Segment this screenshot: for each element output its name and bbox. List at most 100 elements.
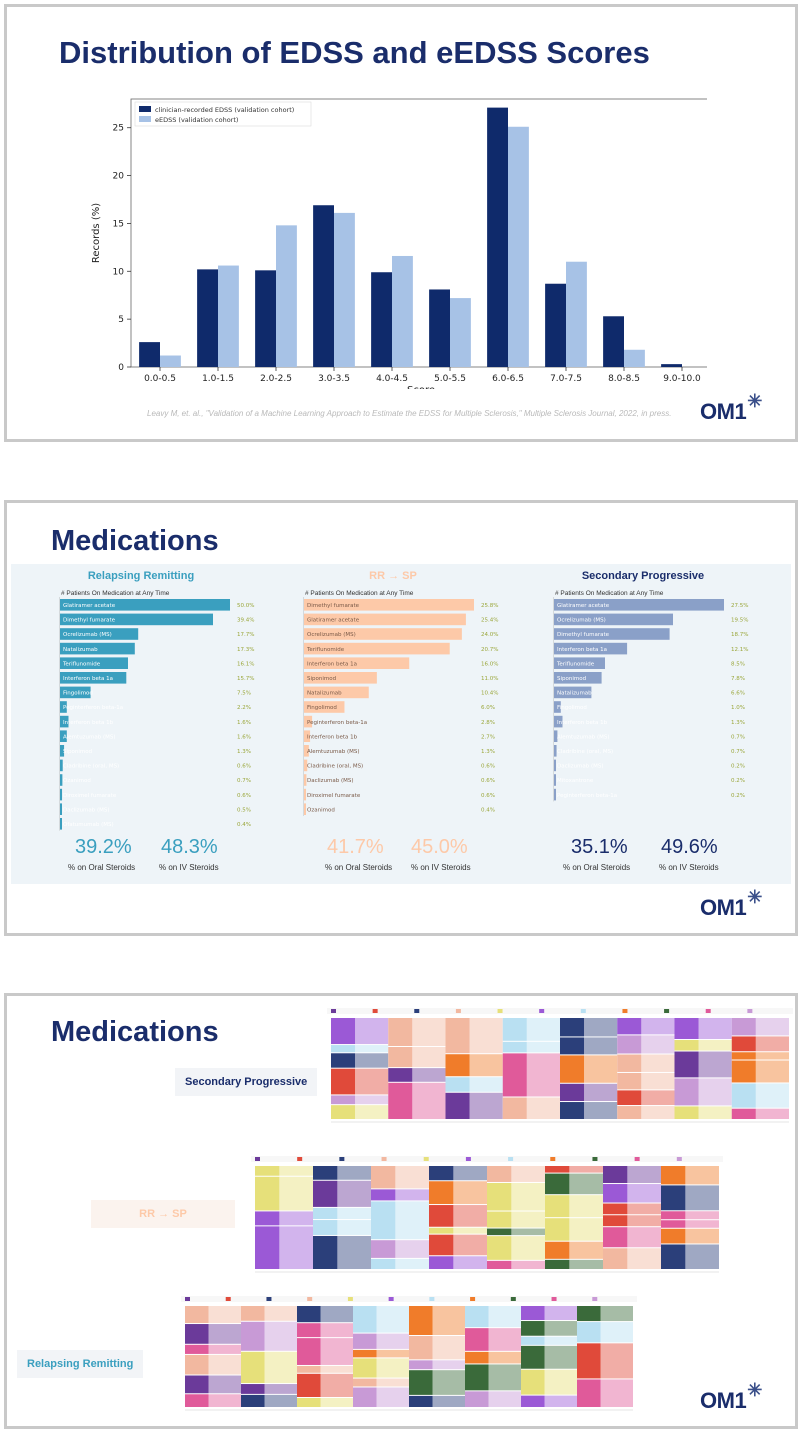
bar-edss	[139, 342, 160, 367]
bar-edss	[197, 269, 218, 367]
sankey-node	[560, 1055, 585, 1083]
sankey-flow	[685, 1228, 719, 1244]
hbar-value: 27.5%	[731, 603, 748, 609]
sankey-node	[674, 1078, 699, 1106]
hbar	[554, 701, 561, 713]
sankey-flow	[337, 1220, 371, 1235]
sankey-flow	[355, 1018, 389, 1045]
hbar-label: Interferon beta 1a	[557, 647, 607, 653]
sankey-flow	[755, 1036, 789, 1052]
sankey-node	[545, 1173, 570, 1195]
sankey-node	[353, 1378, 377, 1387]
sankey-node	[429, 1166, 454, 1181]
sankey-node	[617, 1090, 642, 1106]
sankey-node	[545, 1218, 570, 1241]
hbar	[60, 788, 63, 801]
sankey-flow	[355, 1045, 389, 1053]
hbar	[554, 628, 670, 640]
sankey-legend-swatch	[423, 1157, 429, 1161]
sankey-node	[545, 1259, 570, 1269]
sankey-node	[465, 1306, 489, 1328]
sankey-flow	[355, 1053, 389, 1068]
sankey-flow	[337, 1235, 371, 1269]
hbar-value: 20.7%	[481, 647, 498, 653]
x-tick-label: 8.0-8.5	[608, 374, 640, 384]
sankey-flow	[698, 1078, 732, 1106]
om1-logo: OM1✳	[700, 887, 762, 920]
sankey-flow	[337, 1207, 371, 1220]
sankey-node	[331, 1105, 356, 1119]
hbar-value: 7.5%	[237, 691, 251, 697]
hbar-label: Siponimod	[307, 676, 336, 682]
sankey-flow	[376, 1387, 409, 1407]
slide-title: Medications	[51, 525, 219, 557]
sankey-node	[409, 1395, 433, 1407]
sankey-flow	[488, 1306, 521, 1328]
sankey-flow	[337, 1166, 371, 1180]
hbar-label: Natalizumab	[557, 691, 592, 697]
sankey-flow	[584, 1102, 618, 1119]
sankey-legend-swatch	[592, 1157, 598, 1161]
sankey-flow	[627, 1215, 661, 1227]
sankey-node	[521, 1336, 545, 1345]
y-tick-label: 0	[118, 363, 124, 373]
hbar-label: Peginterferon beta-1a	[63, 705, 123, 711]
hbar-label: Alemtuzumab (MS)	[557, 734, 610, 740]
sankey-node	[661, 1166, 686, 1185]
panel-title-sp: Secondary Progressive	[581, 570, 705, 582]
hbar-value: 15.7%	[237, 676, 254, 682]
sankey-flow	[488, 1351, 521, 1364]
sankey-legend-swatch	[225, 1297, 231, 1301]
sankey-flow	[526, 1097, 560, 1119]
sankey-node	[502, 1097, 527, 1119]
sankey-node	[577, 1306, 601, 1322]
hbar	[60, 628, 139, 640]
hbar	[304, 745, 309, 757]
slide-title: Distribution of EDSS and eEDSS Scores	[59, 35, 650, 70]
sankey-flow	[698, 1018, 732, 1040]
hbar-value: 0.4%	[237, 822, 251, 828]
hbar	[304, 759, 308, 772]
hbar-label: Siponimod	[63, 749, 92, 755]
y-tick-label: 20	[113, 172, 125, 182]
sankey-flow	[453, 1205, 487, 1227]
hbar-value: 0.7%	[731, 734, 745, 740]
sankey-flow	[208, 1306, 241, 1324]
sankey-node	[465, 1391, 489, 1407]
sankey-node	[331, 1068, 356, 1095]
iv-pct-rr: 48.3%	[161, 836, 218, 858]
hbar-value: 16.0%	[481, 661, 498, 667]
sankey-node	[331, 1053, 356, 1068]
hbar-value: 0.6%	[237, 793, 251, 799]
hbar-label: Fingolimod	[63, 691, 93, 697]
x-tick-label: 5.0-5.5	[434, 374, 466, 384]
sankey-node	[603, 1166, 628, 1184]
hbar-value: 16.1%	[237, 661, 254, 667]
label-rr-sp: RR → SP	[91, 1200, 235, 1228]
sankey-node	[603, 1203, 628, 1215]
hbar-value: 1.6%	[237, 734, 251, 740]
sankey-flow	[395, 1258, 429, 1269]
sankey-node	[241, 1394, 265, 1407]
sankey-node	[241, 1384, 265, 1394]
sankey-node	[445, 1018, 470, 1054]
hbar-value: 1.3%	[481, 749, 495, 755]
sankey-flow	[511, 1166, 545, 1182]
hbar-value: 24.0%	[481, 632, 498, 638]
sankey-flow	[600, 1343, 633, 1379]
sankey-chart-sp	[321, 1006, 795, 1134]
hbar-value: 1.3%	[731, 720, 745, 726]
sankey-node	[185, 1394, 209, 1407]
sankey-node	[255, 1176, 280, 1211]
sankey-node	[313, 1166, 338, 1180]
hbar	[554, 599, 724, 611]
legend-entry: eEDSS (validation cohort)	[155, 116, 238, 124]
sankey-flow	[376, 1306, 409, 1333]
sankey-flow	[264, 1321, 297, 1351]
sankey-node	[465, 1364, 489, 1391]
y-tick-label: 10	[113, 267, 125, 277]
sankey-node	[445, 1092, 470, 1119]
sankey-flow	[355, 1095, 389, 1105]
hbar-value: 0.6%	[237, 764, 251, 770]
sankey-node	[429, 1181, 454, 1205]
